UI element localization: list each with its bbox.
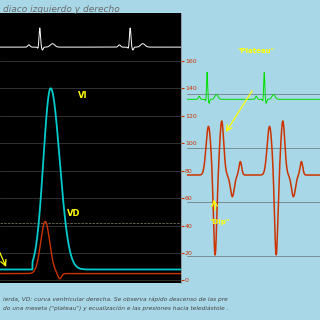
Text: VI: VI — [78, 91, 87, 100]
Text: ierda, VD: curva ventricular derecha. Se observa rápido descenso de las pre: ierda, VD: curva ventricular derecha. Se… — [3, 297, 228, 302]
Text: VD: VD — [67, 209, 80, 218]
Text: do una meseta ("plateau") y ecualización e las presiones hacia telediástole .: do una meseta ("plateau") y ecualización… — [3, 306, 229, 311]
Text: "Plateau": "Plateau" — [238, 48, 275, 54]
Text: "Dip": "Dip" — [210, 219, 230, 225]
Text: diaco izquierdo y derecho: diaco izquierdo y derecho — [3, 5, 120, 14]
